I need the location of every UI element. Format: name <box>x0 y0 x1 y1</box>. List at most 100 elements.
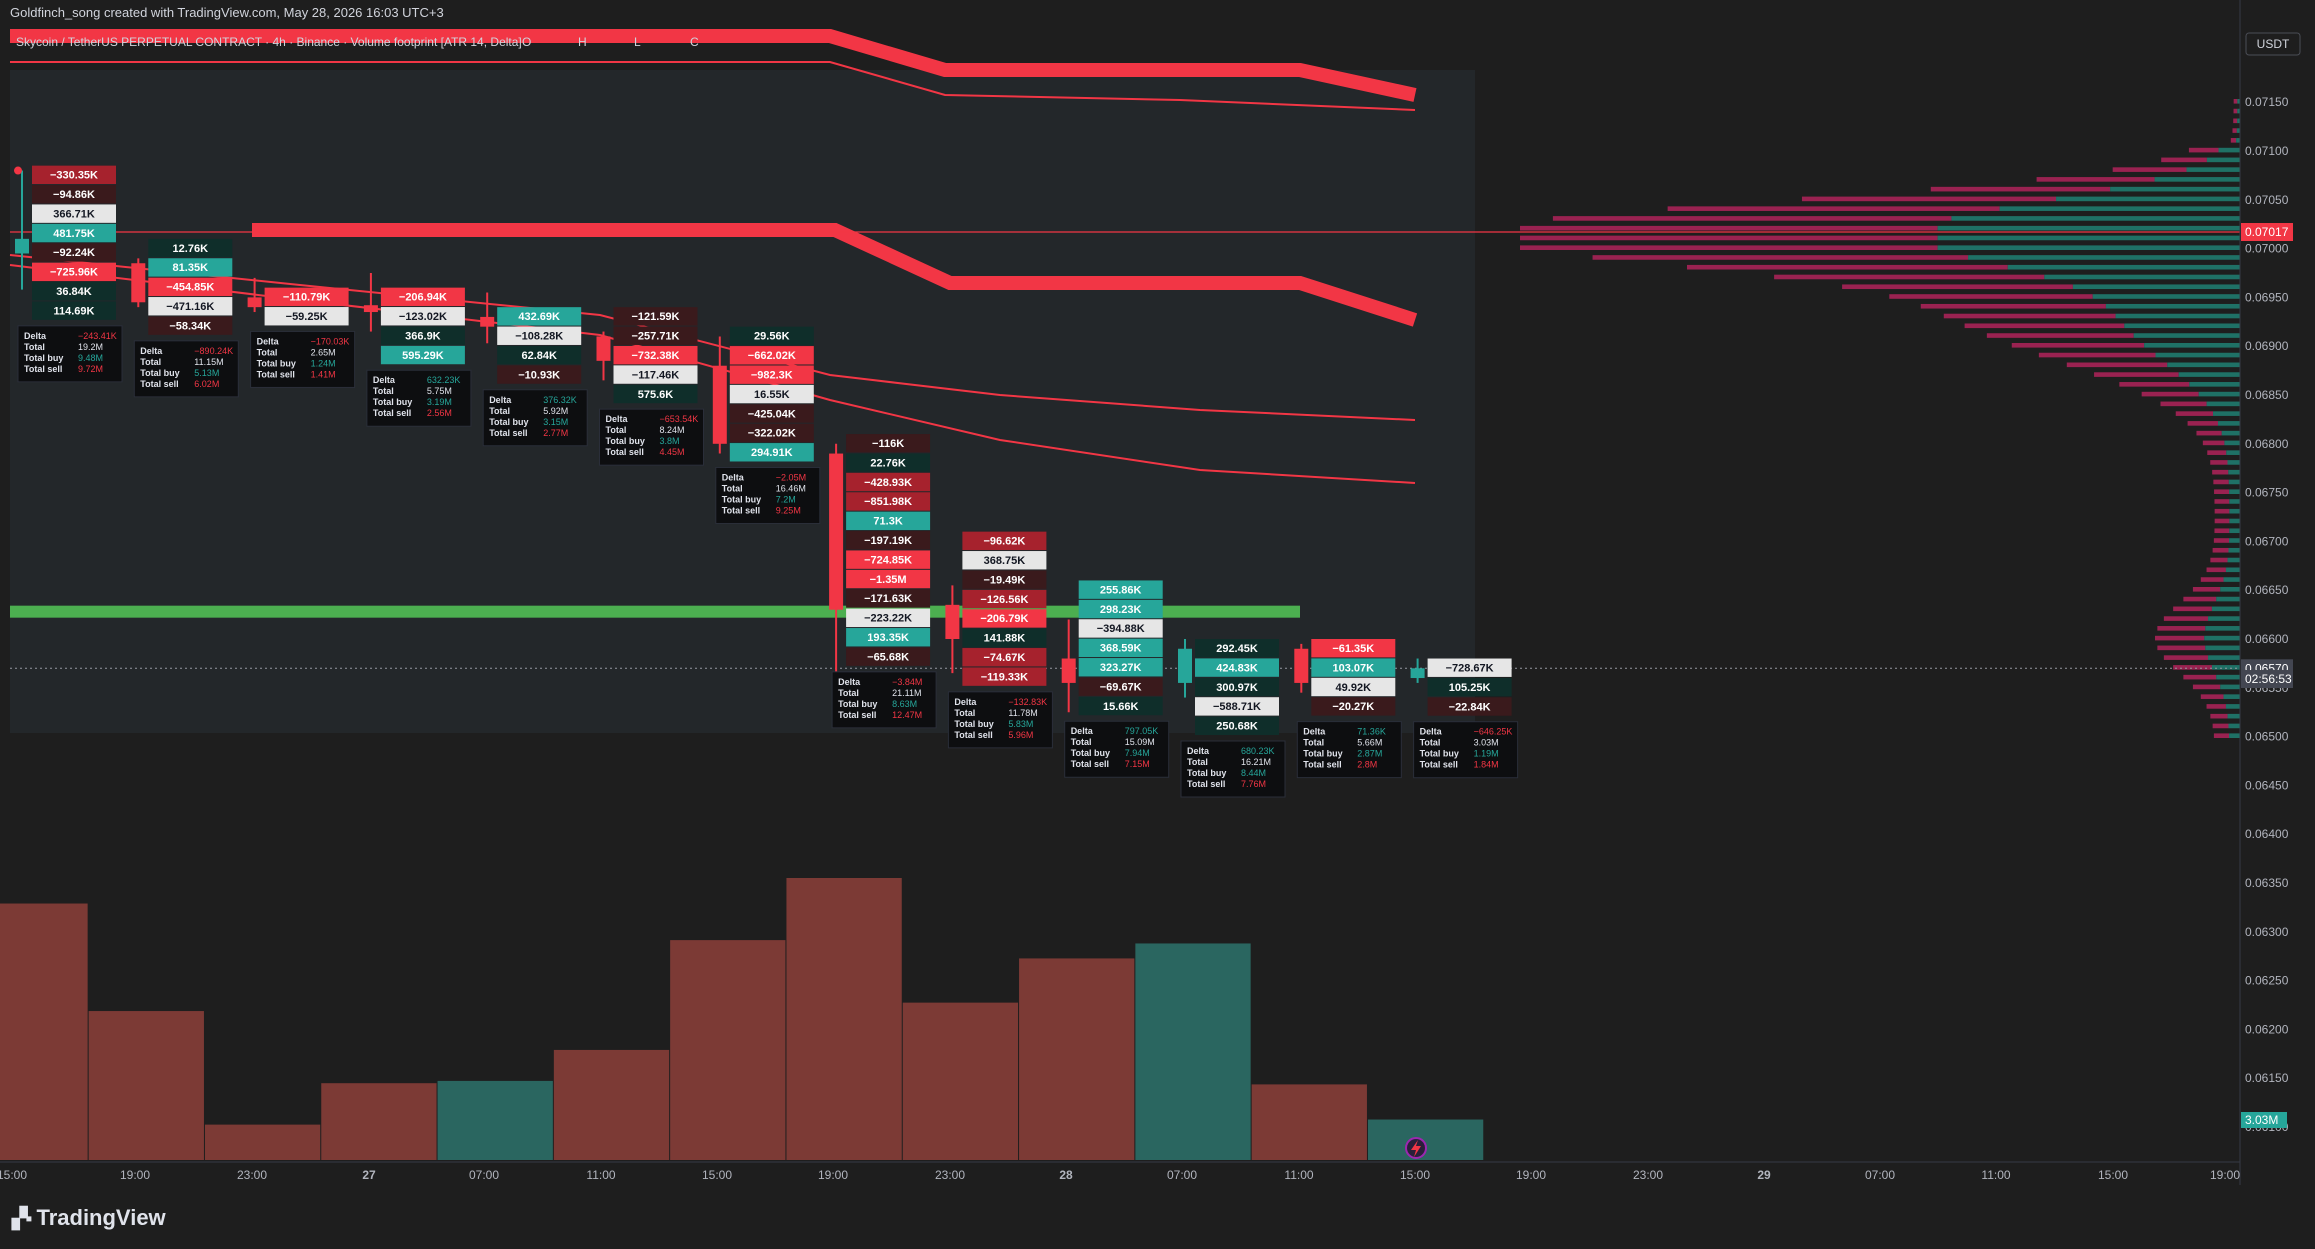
footprint-cell-value: 368.59K <box>1100 643 1142 655</box>
footprint-cell <box>846 628 931 647</box>
stats-label: Total sell <box>606 447 644 457</box>
footprint-cell <box>729 443 814 462</box>
footprint-cell-value: −197.19K <box>864 535 912 547</box>
stats-label: Total <box>373 386 394 396</box>
footprint-cell <box>962 667 1047 686</box>
stats-value: 2.8M <box>1357 760 1377 770</box>
flash-icon[interactable] <box>1405 1137 1427 1159</box>
footprint-cell <box>32 165 116 185</box>
footprint-cell-value: 294.91K <box>751 447 793 459</box>
footprint-cell <box>962 551 1047 570</box>
stats-value: 21.11M <box>892 688 921 698</box>
footprint-cell-value: 103.07K <box>1333 662 1375 674</box>
profile-sell-bar <box>2011 343 2145 348</box>
footprint-cell <box>613 326 698 345</box>
stats-value: 1.84M <box>1474 760 1499 770</box>
profile-sell-bar <box>2155 635 2205 641</box>
profile-buy-bar <box>1937 225 2240 231</box>
footprint-cell-value: −322.02K <box>748 428 796 440</box>
footprint-cell-value: 432.69K <box>518 311 560 323</box>
time-tick-label: 19:00 <box>2210 1168 2240 1182</box>
profile-sell-bar <box>2213 538 2230 543</box>
price-badge <box>2241 670 2293 689</box>
stats-label: Total buy <box>24 353 63 363</box>
footprint-cell-value: 141.88K <box>984 633 1026 645</box>
stats-value: 680.23K <box>1241 746 1275 756</box>
footprint-cell <box>846 647 931 666</box>
footprint-cell <box>32 301 116 320</box>
stats-value: 8.24M <box>660 425 685 435</box>
volume-bar <box>1135 943 1251 1160</box>
profile-buy-bar <box>2236 138 2240 143</box>
created-line: Goldfinch_song created with TradingView.… <box>10 5 444 20</box>
price-tick-label: 0.06600 <box>2245 632 2289 646</box>
profile-sell-bar <box>2066 362 2168 368</box>
time-tick-label: 07:00 <box>469 1168 499 1182</box>
stats-label: Total buy <box>1071 748 1110 758</box>
stats-value: 3.8M <box>660 436 680 446</box>
footprint-cell <box>846 550 931 569</box>
stats-label: Total <box>838 688 859 698</box>
profile-buy-bar <box>2220 684 2240 690</box>
footprint-cell-value: −1.35M <box>870 574 907 586</box>
stats-value: 5.83M <box>1008 719 1033 729</box>
profile-sell-bar <box>2157 645 2206 651</box>
footprint-cell <box>962 570 1047 589</box>
stats-label: Delta <box>838 677 861 687</box>
footprint-cell-value: −59.25K <box>286 311 328 323</box>
volume-badge-label: 3.03M <box>2245 1113 2278 1127</box>
stats-label: Delta <box>722 472 745 482</box>
footprint-stats-box <box>1180 740 1286 798</box>
time-tick-label: 15:00 <box>2098 1168 2128 1182</box>
time-tick-label: 23:00 <box>237 1168 267 1182</box>
footprint-stats-box <box>482 389 588 447</box>
price-tick-label: 0.07100 <box>2245 144 2289 158</box>
time-axis[interactable]: 15:00 19:00 23:00 27 07:00 11:00 15:00 19:00 23:… <box>0 1161 2240 1182</box>
currency-button[interactable]: USDT <box>2245 32 2301 56</box>
price-axis[interactable]: 0.07150 0.07100 0.07050 0.07000 0.06950 0.069… <box>2239 0 2293 1185</box>
volume-bar <box>553 1049 670 1160</box>
time-tick-label: 11:00 <box>586 1168 615 1182</box>
footprint-stats-box <box>250 330 356 388</box>
volume-bar <box>1251 1084 1367 1160</box>
volume-bar <box>88 1011 204 1160</box>
time-tick-label: 11:00 <box>1981 1168 2010 1182</box>
footprint-cell <box>729 365 814 384</box>
stats-label: Delta <box>373 375 396 385</box>
profile-buy-bar <box>2204 635 2240 641</box>
price-tick-label: 0.06250 <box>2245 974 2289 988</box>
footprint-stats-box <box>1413 721 1519 779</box>
footprint-cell <box>613 345 698 365</box>
profile-buy-bar <box>2211 606 2240 612</box>
footprint-cell-value: −223.22K <box>864 613 912 625</box>
footprint-cell-value: 292.45K <box>1216 643 1258 655</box>
stats-value: −653.54K <box>660 414 699 424</box>
footprint-cell <box>148 258 233 277</box>
stats-value: −2.05M <box>776 472 806 482</box>
candle-body <box>247 297 262 308</box>
stats-label: Delta <box>1071 726 1094 736</box>
profile-sell-bar <box>1520 235 1938 241</box>
volume-bars <box>0 878 1484 1160</box>
candle-body <box>596 336 611 361</box>
profile-buy-bar <box>2110 186 2240 192</box>
profile-sell-bar <box>2206 704 2226 709</box>
footprint-cell-value: −425.04K <box>748 408 796 420</box>
stats-value: 5.96M <box>1008 730 1033 740</box>
profile-buy-bar <box>2115 313 2240 319</box>
footprint-cell-value: −982.3K <box>751 369 793 381</box>
stats-value: 5.66M <box>1357 738 1382 748</box>
profile-buy-bar <box>2007 264 2240 270</box>
volume-bar <box>902 1002 1019 1160</box>
profile-sell-bar <box>2210 460 2228 465</box>
profile-buy-bar <box>1968 255 2240 260</box>
stats-label: Total <box>606 425 627 435</box>
stats-label: Total <box>954 708 975 718</box>
time-tick-label: 19:00 <box>1516 1168 1546 1182</box>
footprint-cell <box>497 365 582 384</box>
stats-label: Total <box>1187 757 1208 767</box>
profile-buy-bar <box>2072 284 2240 290</box>
footprint-cell-value: −65.68K <box>867 651 909 663</box>
profile-sell-bar <box>2038 352 2156 358</box>
